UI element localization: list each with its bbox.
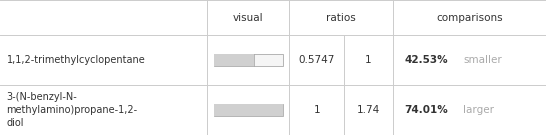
Text: smaller: smaller (463, 55, 502, 65)
Text: comparisons: comparisons (436, 13, 503, 23)
Bar (214, 104, 283, 116)
Text: 1: 1 (365, 55, 372, 65)
Text: 0.5747: 0.5747 (299, 55, 335, 65)
Text: 1,1,2-trimethylcyclopentane: 1,1,2-trimethylcyclopentane (7, 55, 145, 65)
Text: 74.01%: 74.01% (404, 105, 448, 115)
Bar (214, 54, 253, 66)
Bar (214, 54, 283, 66)
Text: ratios: ratios (327, 13, 356, 23)
Text: 42.53%: 42.53% (404, 55, 448, 65)
Text: 3-(N-benzyl-N-
methylamino)propane-1,2-
diol: 3-(N-benzyl-N- methylamino)propane-1,2- … (7, 92, 138, 128)
Text: 1.74: 1.74 (357, 105, 380, 115)
Text: larger: larger (463, 105, 494, 115)
Text: visual: visual (233, 13, 264, 23)
Text: 1: 1 (313, 105, 320, 115)
Bar (214, 104, 283, 116)
